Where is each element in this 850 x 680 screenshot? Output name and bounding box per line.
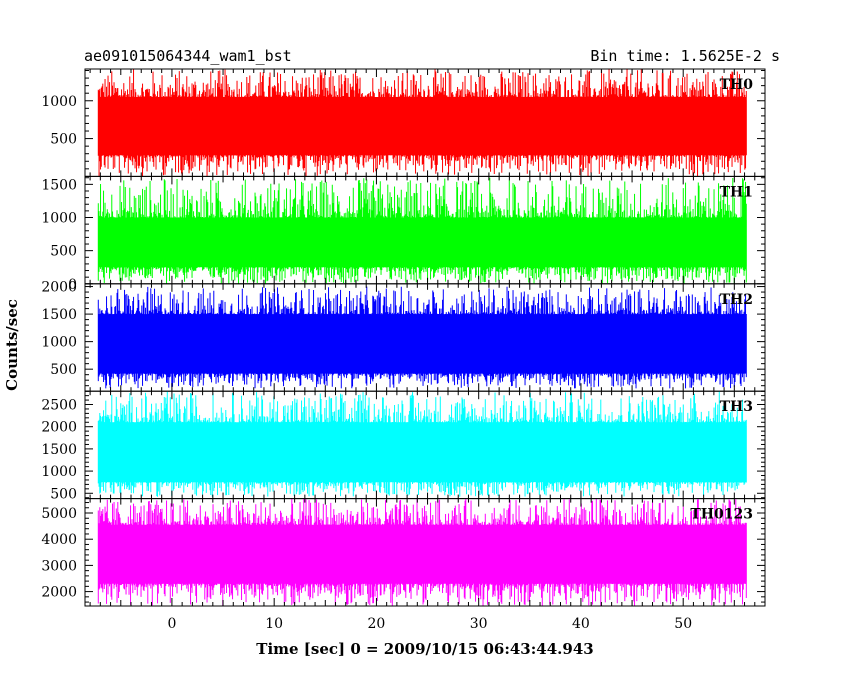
x-tick-label: 30 — [470, 616, 488, 632]
series-band-th1 — [98, 220, 747, 267]
panel-th3: 500 1000 1500 2000 2500 TH3 — [41, 390, 766, 502]
panel-label-th0123: TH0123 — [690, 507, 753, 523]
y-tick-label: 1000 — [41, 94, 77, 110]
y-tick-label: 1000 — [41, 335, 77, 351]
panel-frame — [84, 498, 766, 607]
y-tick-label: 500 — [50, 486, 77, 502]
panel-th0: 500 1000 TH0 — [41, 68, 766, 177]
x-tick-label: 50 — [674, 616, 692, 632]
y-tick-label: 2000 — [41, 280, 77, 296]
y-tick-label: 0 — [68, 277, 77, 293]
y-tick-label: 1500 — [41, 442, 77, 458]
y-tick-label: 1000 — [41, 211, 77, 227]
y-tick-label: 1500 — [41, 307, 77, 323]
x-tick-label: 40 — [572, 616, 590, 632]
y-tick-label: 4000 — [41, 532, 77, 548]
x-tick-label: 10 — [265, 616, 283, 632]
panel-label-th1: TH1 — [720, 184, 753, 200]
series-band-th3 — [98, 425, 747, 481]
y-tick-label: 500 — [50, 244, 77, 260]
panel-th1: 0 500 1000 1500 TH1 — [41, 175, 766, 293]
x-tick-label: 0 — [167, 616, 176, 632]
bin-time-label: Bin time: 1.5625E-2 s — [590, 47, 780, 65]
figure-title: ae091015064344_wam1_bst — [84, 47, 292, 65]
panel-label-th3: TH3 — [720, 399, 753, 415]
y-tick-label: 500 — [50, 362, 77, 378]
panel-th0123: 2000 3000 4000 5000 TH0123 — [41, 498, 766, 607]
y-tick-label: 3000 — [41, 558, 77, 574]
panel-th2: 500 1000 1500 2000 TH2 — [41, 280, 766, 392]
y-axis-label: Counts/sec — [3, 299, 21, 391]
panel-label-th2: TH2 — [720, 292, 753, 308]
y-tick-label: 2000 — [41, 420, 77, 436]
y-tick-label: 1000 — [41, 464, 77, 480]
series-band-th0123 — [98, 529, 747, 582]
series-band-th2 — [98, 317, 747, 373]
x-axis-label: Time [sec] 0 = 2009/10/15 06:43:44.943 — [256, 640, 593, 658]
y-tick-label: 5000 — [41, 506, 77, 522]
y-tick-label: 500 — [50, 132, 77, 148]
panel-label-th0: TH0 — [720, 77, 754, 93]
x-tick-label: 20 — [368, 616, 386, 632]
y-tick-label: 2000 — [41, 585, 77, 601]
y-tick-label: 2500 — [41, 398, 77, 414]
y-tick-label: 1500 — [41, 177, 77, 193]
series-band-th0 — [98, 100, 747, 155]
